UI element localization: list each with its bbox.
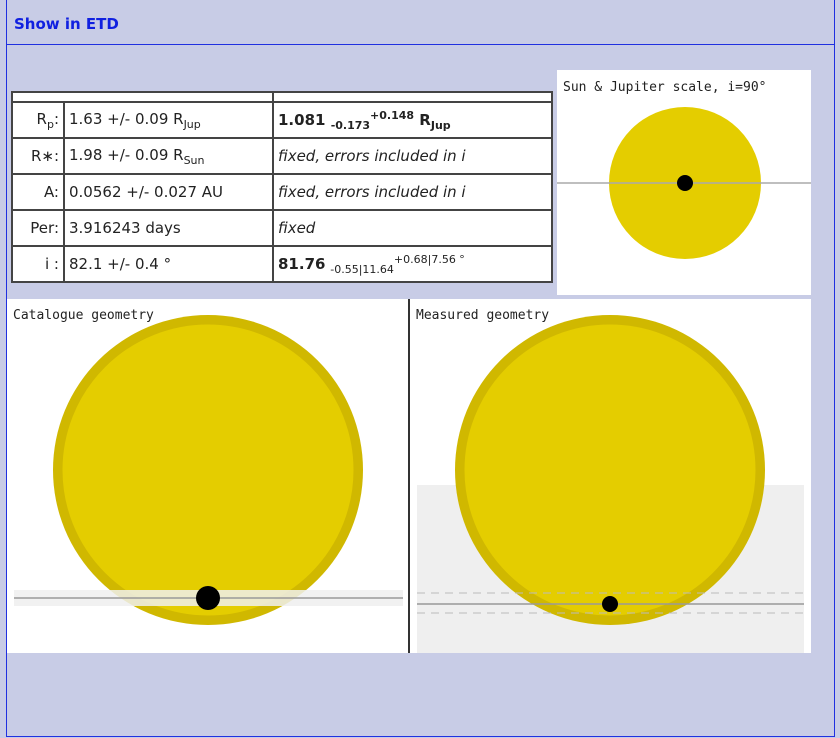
planet-dot — [602, 596, 618, 612]
catalogue-value: 82.1 +/- 0.4 ° — [63, 245, 274, 283]
measured-value: 1.081 -0.173+0.148 RJup — [272, 101, 553, 139]
page-frame — [6, 0, 835, 737]
panel-divider — [408, 299, 410, 653]
measured-drawing — [417, 315, 804, 653]
catalogue-value: 1.63 +/- 0.09 RJup — [63, 101, 274, 139]
catalogue-title: Catalogue geometry — [13, 308, 154, 323]
star-disc — [61, 323, 355, 617]
header-bar: Show in ETD — [6, 0, 834, 45]
scale-title: Sun & Jupiter scale, i=90° — [563, 80, 767, 95]
scale-drawing — [557, 107, 811, 259]
catalogue-value: 0.0562 +/- 0.027 AU — [63, 173, 274, 211]
show-in-etd-link[interactable]: Show in ETD — [14, 15, 119, 33]
planet-dot — [196, 586, 220, 610]
catalogue-value: 1.98 +/- 0.09 RSun — [63, 137, 274, 175]
row-label: Per: — [11, 209, 65, 247]
table-row: R∗: 1.98 +/- 0.09 RSun fixed, errors inc… — [11, 137, 553, 175]
sun-jupiter-scale-image: Sun & Jupiter scale, i=90° — [557, 70, 811, 295]
catalogue-drawing — [14, 315, 403, 625]
row-label: i : — [11, 245, 65, 283]
row-label: A: — [11, 173, 65, 211]
table-row: A: 0.0562 +/- 0.027 AU fixed, errors inc… — [11, 173, 553, 211]
table-row: Per: 3.916243 days fixed — [11, 209, 553, 247]
measured-value: 81.76 -0.55|11.64+0.68|7.56 ° — [272, 245, 553, 283]
row-label: R∗: — [11, 137, 65, 175]
row-label: Rp: — [11, 101, 65, 139]
star-disc — [463, 323, 757, 617]
measured-geometry-panel: Measured geometry — [410, 299, 811, 653]
jupiter-dot — [677, 175, 693, 191]
measured-note: fixed, errors included in i — [272, 173, 553, 211]
measured-note: fixed, errors included in i — [272, 137, 553, 175]
catalogue-value: 3.916243 days — [63, 209, 274, 247]
catalogue-geometry-panel: Catalogue geometry — [7, 299, 408, 653]
measured-title: Measured geometry — [416, 308, 550, 323]
measured-note: fixed — [272, 209, 553, 247]
table-row: Rp: 1.63 +/- 0.09 RJup 1.081 -0.173+0.14… — [11, 101, 553, 139]
parameters-table: Rp: 1.63 +/- 0.09 RJup 1.081 -0.173+0.14… — [11, 91, 553, 283]
table-row: i : 82.1 +/- 0.4 ° 81.76 -0.55|11.64+0.6… — [11, 245, 553, 283]
